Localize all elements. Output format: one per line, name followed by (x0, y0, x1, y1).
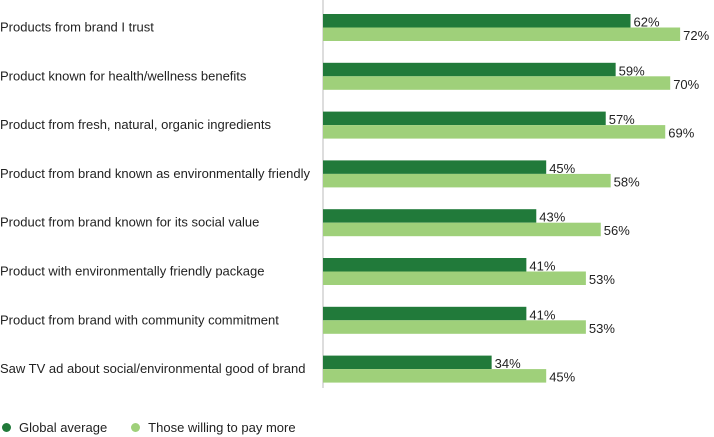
bar-global-average (323, 306, 527, 321)
data-label: 56% (604, 223, 630, 238)
bar-willing-to-pay-more (323, 27, 681, 41)
category-label: Product from fresh, natural, organic ing… (0, 117, 271, 132)
bar-global-average (323, 111, 606, 126)
legend-dot-icon (131, 423, 141, 432)
data-label: 43% (539, 210, 565, 225)
legend-item-global-average: Global average (0, 420, 107, 435)
data-label: 41% (529, 307, 555, 322)
category-label: Saw TV ad about social/environmental goo… (0, 361, 305, 376)
data-label: 58% (614, 174, 640, 189)
bar-willing-to-pay-more (323, 173, 611, 188)
category-label: Product from brand with community commit… (0, 312, 279, 327)
bar-global-average (323, 209, 537, 223)
category-label: Products from brand I trust (0, 20, 154, 35)
data-label: 59% (619, 63, 645, 78)
data-label: 57% (609, 112, 635, 127)
data-label: 70% (673, 77, 699, 92)
data-label: 53% (589, 272, 615, 287)
bar-willing-to-pay-more (323, 125, 666, 139)
category-label: Product with environmentally friendly pa… (0, 264, 264, 279)
data-label: 34% (495, 356, 521, 371)
bar-global-average (323, 14, 631, 28)
bar-willing-to-pay-more (323, 369, 547, 383)
data-label: 41% (529, 259, 555, 274)
legend-item-willing-to-pay-more: Those willing to pay more (129, 420, 296, 435)
data-label: 69% (668, 126, 694, 141)
category-label: Product from brand known as environmenta… (0, 166, 310, 181)
legend-dot-icon (2, 423, 11, 432)
bar-global-average (323, 160, 547, 174)
bar-willing-to-pay-more (323, 222, 601, 237)
category-label: Product from brand known for its social … (0, 215, 259, 230)
data-label: 45% (549, 370, 575, 385)
bar-global-average (323, 258, 527, 272)
bar-willing-to-pay-more (323, 271, 586, 285)
data-label: 62% (634, 15, 660, 30)
bar-chart: Products from brand I trust Product known… (0, 0, 710, 388)
bar-global-average (323, 62, 616, 77)
legend-label: Global average (19, 420, 108, 435)
data-label: 72% (683, 28, 709, 43)
bar-willing-to-pay-more (323, 76, 671, 90)
bar-global-average (323, 355, 492, 370)
category-label: Product known for health/wellness benefi… (0, 68, 247, 83)
legend: Global average Those willing to pay more (0, 420, 318, 435)
bar-willing-to-pay-more (323, 320, 586, 334)
data-label: 45% (549, 161, 575, 176)
data-label: 53% (589, 321, 615, 336)
legend-label: Those willing to pay more (148, 420, 296, 435)
